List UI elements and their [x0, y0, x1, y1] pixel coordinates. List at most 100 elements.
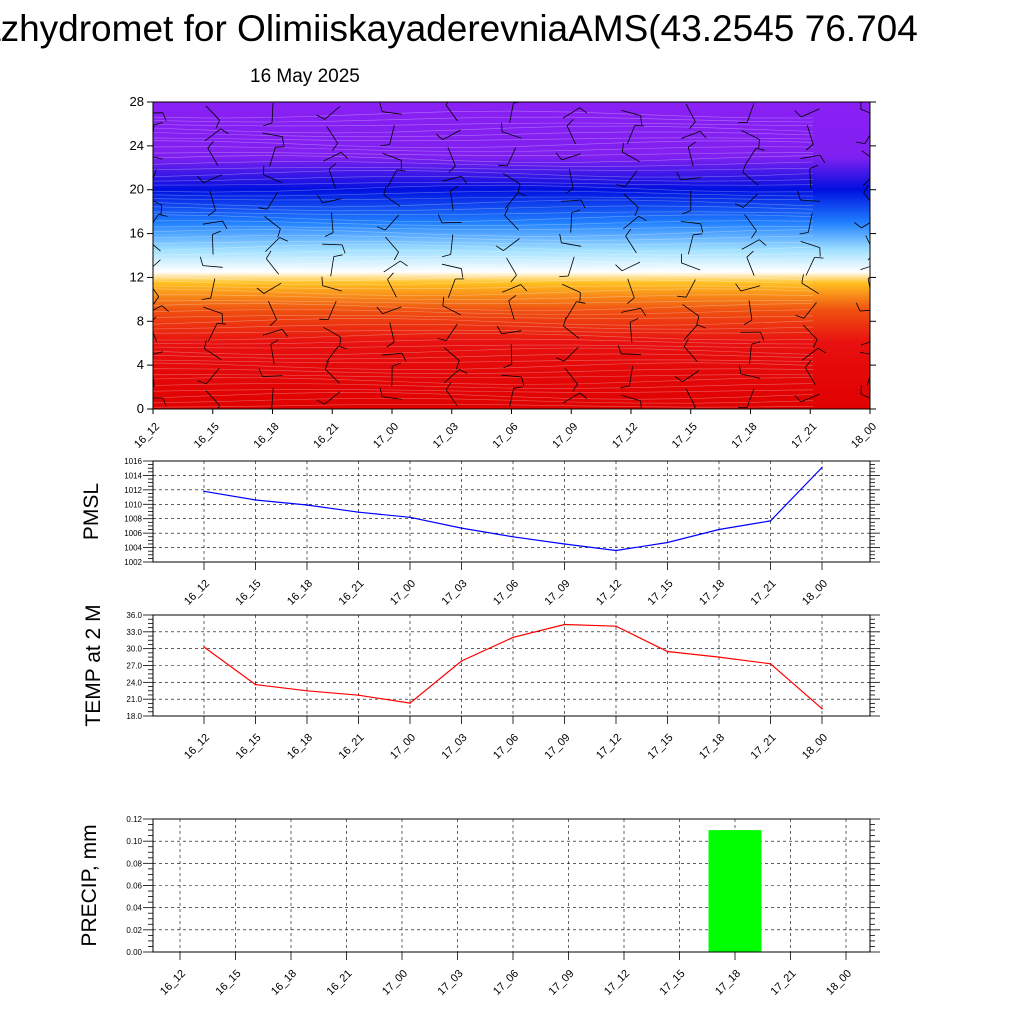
wind-barb — [387, 279, 397, 298]
x-tick-label: 16_12 — [182, 578, 212, 608]
wind-barb — [687, 147, 694, 167]
wind-barb — [382, 152, 402, 161]
wind-barb — [800, 108, 820, 118]
contour-line — [153, 220, 814, 226]
x-tick-label: 17_09 — [547, 968, 577, 998]
contour-line — [153, 137, 814, 142]
wind-barb-flag — [579, 107, 588, 114]
x-tick-label: 16_12 — [158, 968, 188, 998]
y-tick-label: 0.00 — [126, 948, 142, 957]
data-point — [821, 707, 823, 710]
wind-barb-flag — [559, 233, 562, 243]
wind-barb — [562, 107, 580, 119]
wind-barb — [621, 110, 641, 116]
wind-barb — [802, 347, 819, 361]
wind-barb — [263, 282, 282, 294]
wind-barb — [262, 328, 283, 336]
precipitation-panel: 0.00 0.02 0.04 0.06 0.08 0.10 0.12 16_12 16_15 16… — [78, 815, 880, 998]
y-axis-label: TEMP at 2 M — [82, 604, 105, 726]
wind-barb-flag — [510, 274, 517, 283]
plot-frame — [152, 818, 871, 953]
wind-barb-flag — [258, 368, 263, 377]
wind-barb — [382, 306, 402, 315]
wind-barb-flag — [580, 199, 586, 209]
wind-barb — [389, 322, 395, 343]
wind-barb — [450, 190, 454, 211]
wind-barb — [805, 257, 815, 276]
wind-barb — [442, 129, 461, 141]
contour-line — [153, 226, 814, 230]
wind-barb — [205, 105, 220, 121]
x-tick-label: 17_06 — [491, 421, 521, 451]
wind-barb — [746, 257, 755, 276]
y-tick-label: 18.0 — [126, 712, 142, 721]
wind-barb-flag — [758, 239, 767, 246]
wind-barb-flag — [270, 339, 279, 345]
wind-barb — [447, 147, 456, 167]
contour-line — [153, 288, 814, 296]
wind-barb — [509, 388, 514, 408]
wind-barb-flag — [794, 110, 802, 118]
contour-line — [153, 303, 814, 311]
wind-barb — [445, 323, 458, 341]
x-tick-label: 16_15 — [192, 421, 222, 451]
wind-barb — [382, 352, 402, 356]
wind-barb-flag — [688, 141, 696, 148]
page-date: 16 May 2025 — [250, 66, 360, 87]
wind-barb-flag — [676, 171, 682, 181]
wind-barb — [322, 243, 343, 246]
wind-barb-flag — [396, 169, 406, 172]
x-tick-label: 17_00 — [388, 732, 418, 762]
wind-barb — [567, 256, 575, 277]
data-point — [254, 499, 257, 501]
x-tick-label: 17_09 — [543, 732, 573, 762]
wind-barb-flag — [324, 232, 334, 237]
wind-barb — [264, 216, 281, 230]
wind-barb — [322, 285, 343, 292]
wind-barb-flag — [341, 244, 346, 254]
wind-barb — [681, 262, 701, 271]
data-point — [460, 660, 463, 662]
wind-barb-flag — [376, 226, 386, 231]
y-tick-label: 0.06 — [126, 882, 142, 891]
contour-line — [153, 214, 814, 222]
wind-barb-flag — [212, 230, 221, 235]
wind-barb-flag — [856, 141, 866, 144]
wind-barb — [271, 102, 274, 124]
wind-barb — [685, 103, 696, 122]
contour-line — [153, 199, 814, 208]
wind-barb-flag — [854, 222, 862, 229]
x-tick-label: 17_03 — [440, 732, 470, 762]
wind-barb-flag — [386, 341, 395, 348]
wind-barb — [860, 393, 870, 399]
wind-barb — [450, 234, 454, 255]
x-tick-label: 17_18 — [697, 578, 727, 608]
data-point — [666, 541, 669, 544]
wind-barb — [328, 169, 336, 189]
wind-barb-flag — [204, 339, 207, 349]
wind-barb-flag — [153, 316, 157, 321]
wind-barb — [383, 260, 401, 273]
wind-barb — [860, 108, 870, 114]
x-tick-label: 16_15 — [234, 578, 264, 608]
wind-barb — [447, 278, 456, 298]
wind-barb — [625, 235, 637, 254]
wind-barb-flag — [572, 383, 578, 392]
wind-barb — [203, 306, 223, 314]
y-tick-label: 0.12 — [126, 815, 142, 824]
data-point — [666, 650, 669, 653]
wind-barb — [324, 391, 341, 405]
wind-barb — [506, 257, 517, 276]
x-tick-label: 16_21 — [325, 968, 355, 998]
wind-barb — [561, 283, 581, 293]
x-tick-label: 17_21 — [789, 421, 819, 451]
wind-barb-flag — [805, 144, 814, 151]
wind-barb — [800, 199, 821, 202]
wind-barb-flag — [755, 148, 765, 151]
wind-barb-flag — [265, 250, 272, 259]
wind-barb-flag — [682, 210, 691, 215]
wind-barb-flag — [804, 360, 812, 368]
contour-line — [153, 392, 814, 400]
y-tick-label: 24.0 — [126, 678, 142, 687]
